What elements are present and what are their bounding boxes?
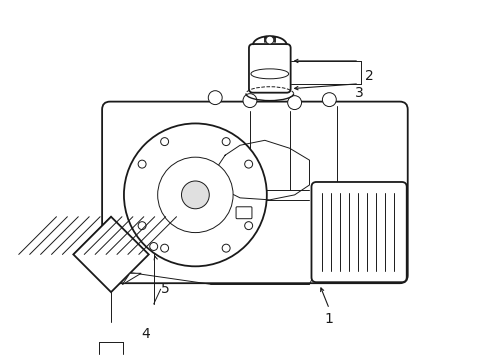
Circle shape: [181, 181, 209, 209]
FancyBboxPatch shape: [102, 102, 407, 283]
Circle shape: [161, 138, 168, 145]
FancyBboxPatch shape: [236, 207, 251, 219]
Text: 5: 5: [161, 282, 170, 296]
Text: 4: 4: [141, 327, 150, 341]
Text: 3: 3: [354, 86, 363, 100]
Circle shape: [149, 243, 157, 251]
Circle shape: [287, 96, 301, 109]
Circle shape: [244, 222, 252, 230]
Circle shape: [123, 123, 266, 266]
FancyBboxPatch shape: [311, 182, 406, 282]
Circle shape: [161, 244, 168, 252]
Polygon shape: [73, 217, 148, 292]
Circle shape: [243, 94, 256, 108]
Circle shape: [244, 160, 252, 168]
Circle shape: [138, 160, 146, 168]
Circle shape: [322, 93, 336, 107]
Text: 1: 1: [324, 312, 333, 326]
Text: 2: 2: [364, 69, 373, 83]
Polygon shape: [122, 273, 141, 285]
Circle shape: [138, 222, 146, 230]
Circle shape: [222, 138, 230, 145]
Circle shape: [208, 91, 222, 105]
Circle shape: [222, 244, 230, 252]
Circle shape: [265, 36, 273, 44]
Circle shape: [157, 157, 233, 233]
FancyBboxPatch shape: [248, 44, 290, 93]
